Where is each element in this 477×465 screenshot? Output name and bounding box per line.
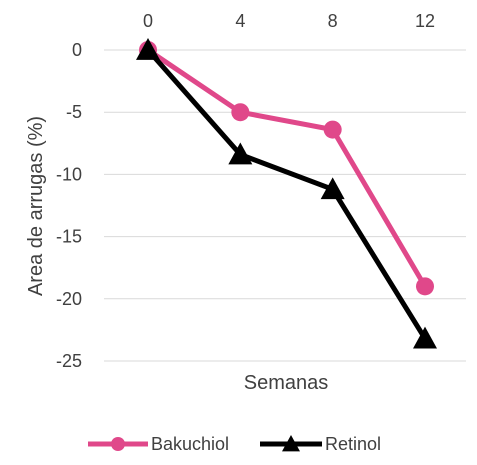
x-tick-label: 12 <box>415 11 435 31</box>
legend-marker <box>111 437 125 451</box>
y-tick-label: -20 <box>56 289 82 309</box>
y-tick-label: -15 <box>56 227 82 247</box>
y-tick-label: -10 <box>56 164 82 184</box>
y-tick-label: -5 <box>66 102 82 122</box>
data-point-triangle <box>228 142 253 165</box>
data-point-triangle <box>413 326 437 349</box>
data-point-circle <box>231 103 250 122</box>
data-point-circle <box>323 120 342 139</box>
legend-item-bakuchiol: Bakuchiol <box>88 434 229 454</box>
data-point-triangle <box>320 177 345 200</box>
legend-label: Bakuchiol <box>151 434 229 454</box>
gridlines <box>104 49 466 362</box>
x-tick-labels: 0 4 8 12 <box>143 11 435 31</box>
series-line <box>146 47 428 288</box>
legend-item-retinol: Retinol <box>260 434 381 454</box>
x-tick-label: 0 <box>143 11 153 31</box>
data-point-circle <box>416 277 434 296</box>
y-tick-label: -25 <box>56 351 82 371</box>
y-axis-label: Area de arrugas (%) <box>25 116 47 296</box>
series-retinol <box>136 38 437 349</box>
series-lines <box>136 38 437 349</box>
x-axis-label: Semanas <box>244 372 329 394</box>
series-bakuchiol <box>139 41 434 296</box>
series-line <box>146 48 428 340</box>
y-tick-labels: 0 -5 -10 -15 -20 -25 <box>56 40 82 371</box>
y-tick-label: 0 <box>72 40 82 60</box>
legend-label: Retinol <box>325 434 381 454</box>
x-tick-label: 8 <box>328 11 338 31</box>
x-tick-label: 4 <box>235 11 245 31</box>
legend: Bakuchiol Retinol <box>88 434 381 454</box>
data-point-triangle <box>136 38 160 60</box>
legend-marker <box>282 435 300 452</box>
